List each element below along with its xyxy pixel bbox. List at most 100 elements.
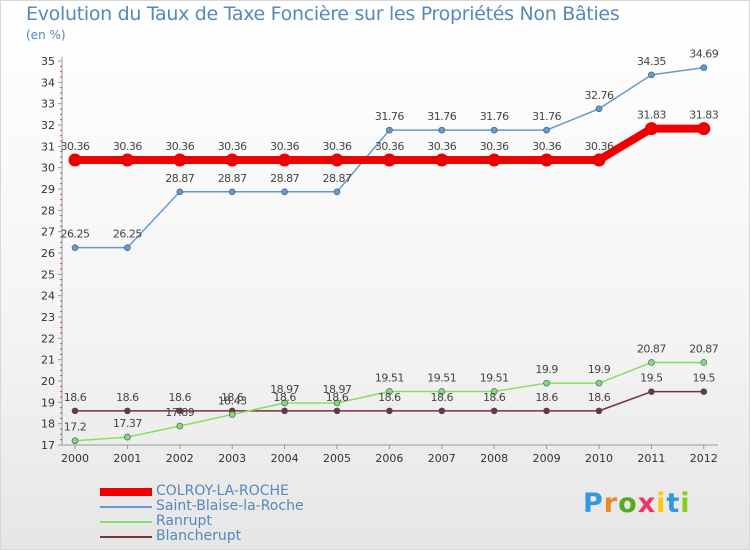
proxiti-logo: Proxiti — [583, 488, 691, 519]
chart-title: Evolution du Taux de Taxe Foncière sur l… — [26, 3, 620, 25]
x-tick-label: 2011 — [637, 452, 665, 465]
logo-letter: i — [656, 488, 667, 519]
data-label: 20.87 — [689, 342, 718, 355]
data-point — [71, 437, 79, 445]
y-tick-label: 20 — [41, 375, 55, 388]
y-tick-label: 24 — [41, 290, 55, 303]
data-label: 19.51 — [375, 371, 404, 384]
legend-item: COLROY-LA-ROCHE — [100, 484, 360, 499]
data-point — [490, 388, 498, 395]
y-tick-label: 27 — [41, 226, 55, 239]
data-point — [228, 411, 236, 418]
data-point — [697, 122, 711, 136]
data-label: 18.97 — [270, 383, 299, 396]
y-tick-label: 19 — [41, 396, 55, 409]
y-tick-label: 35 — [41, 55, 55, 68]
data-point — [278, 153, 292, 167]
data-point — [438, 407, 446, 415]
legend-item: Saint-Blaise-la-Roche — [100, 499, 360, 514]
data-point — [333, 399, 341, 407]
logo-letter: o — [618, 488, 638, 519]
y-tick-label: 25 — [41, 268, 55, 281]
data-label: 31.83 — [637, 109, 666, 122]
data-label: 18.6 — [221, 391, 244, 404]
data-label: 18.6 — [431, 391, 454, 404]
data-label: 34.69 — [689, 48, 718, 61]
x-tick-label: 2012 — [690, 452, 718, 465]
x-tick-label: 2003 — [218, 452, 246, 465]
data-point — [71, 244, 79, 251]
logo-letter: i — [680, 488, 691, 519]
data-label: 17.37 — [113, 417, 142, 430]
data-label: 31.76 — [427, 110, 456, 123]
y-tick-label: 21 — [41, 354, 55, 367]
data-label: 18.6 — [483, 391, 506, 404]
x-tick-label: 2002 — [166, 452, 194, 465]
data-point — [648, 359, 655, 366]
data-label: 31.76 — [375, 110, 404, 123]
y-tick-label: 23 — [41, 311, 55, 324]
data-point — [595, 105, 603, 113]
data-label: 26.25 — [113, 228, 142, 241]
data-label: 34.35 — [637, 55, 666, 68]
data-point — [176, 422, 184, 430]
data-point — [124, 433, 131, 441]
data-label: 30.36 — [270, 140, 299, 153]
y-tick-label: 33 — [41, 98, 55, 111]
data-label: 28.87 — [270, 172, 299, 185]
x-tick-label: 2010 — [585, 452, 613, 465]
data-point — [386, 388, 393, 395]
y-tick-label: 18 — [41, 418, 55, 431]
data-label: 19.9 — [535, 363, 558, 376]
x-tick-label: 2005 — [323, 452, 351, 465]
legend-swatch — [100, 506, 152, 508]
data-label: 18.6 — [535, 391, 558, 404]
y-tick-label: 32 — [41, 119, 55, 132]
data-point — [543, 379, 550, 387]
data-label: 19.5 — [693, 372, 716, 385]
data-label: 30.36 — [113, 140, 142, 153]
data-point — [281, 188, 288, 196]
legend-label: Blancherupt — [156, 528, 242, 544]
legend-swatch — [100, 521, 152, 523]
unit-label: (en %) — [26, 28, 66, 42]
data-label: 30.36 — [532, 140, 561, 153]
data-point — [490, 126, 498, 134]
data-label: 31.83 — [689, 109, 718, 122]
data-label: 18.6 — [64, 391, 87, 404]
legend-item: Blancherupt — [100, 529, 360, 544]
data-label: 26.25 — [61, 228, 90, 241]
data-point — [176, 188, 184, 196]
data-label: 17.2 — [64, 421, 87, 434]
data-point — [543, 126, 550, 134]
data-point — [487, 153, 501, 167]
y-tick-label: 34 — [41, 76, 55, 89]
x-tick-label: 2000 — [61, 452, 89, 465]
data-point — [386, 407, 393, 415]
y-tick-label: 22 — [41, 332, 55, 345]
x-tick-label: 2008 — [480, 452, 508, 465]
data-label: 28.87 — [218, 172, 247, 185]
data-label: 31.76 — [480, 110, 509, 123]
data-point — [120, 153, 134, 167]
data-point — [281, 407, 288, 415]
x-tick-label: 2006 — [375, 452, 403, 465]
x-tick-label: 2001 — [113, 452, 141, 465]
data-label: 19.51 — [480, 371, 509, 384]
x-tick-label: 2007 — [428, 452, 456, 465]
data-label: 18.6 — [169, 391, 192, 404]
data-label: 18.97 — [323, 383, 352, 396]
data-point — [124, 244, 131, 251]
logo-letter: t — [666, 488, 681, 519]
data-point — [700, 64, 708, 71]
logo-letter: x — [637, 488, 657, 519]
logo-letter: P — [583, 488, 604, 519]
data-label: 19.51 — [427, 371, 456, 384]
data-label: 30.36 — [61, 140, 90, 153]
data-label: 18.6 — [273, 391, 296, 404]
data-point — [540, 153, 554, 167]
data-point — [700, 388, 708, 395]
data-label: 19.9 — [588, 363, 611, 376]
data-label: 28.87 — [165, 172, 194, 185]
